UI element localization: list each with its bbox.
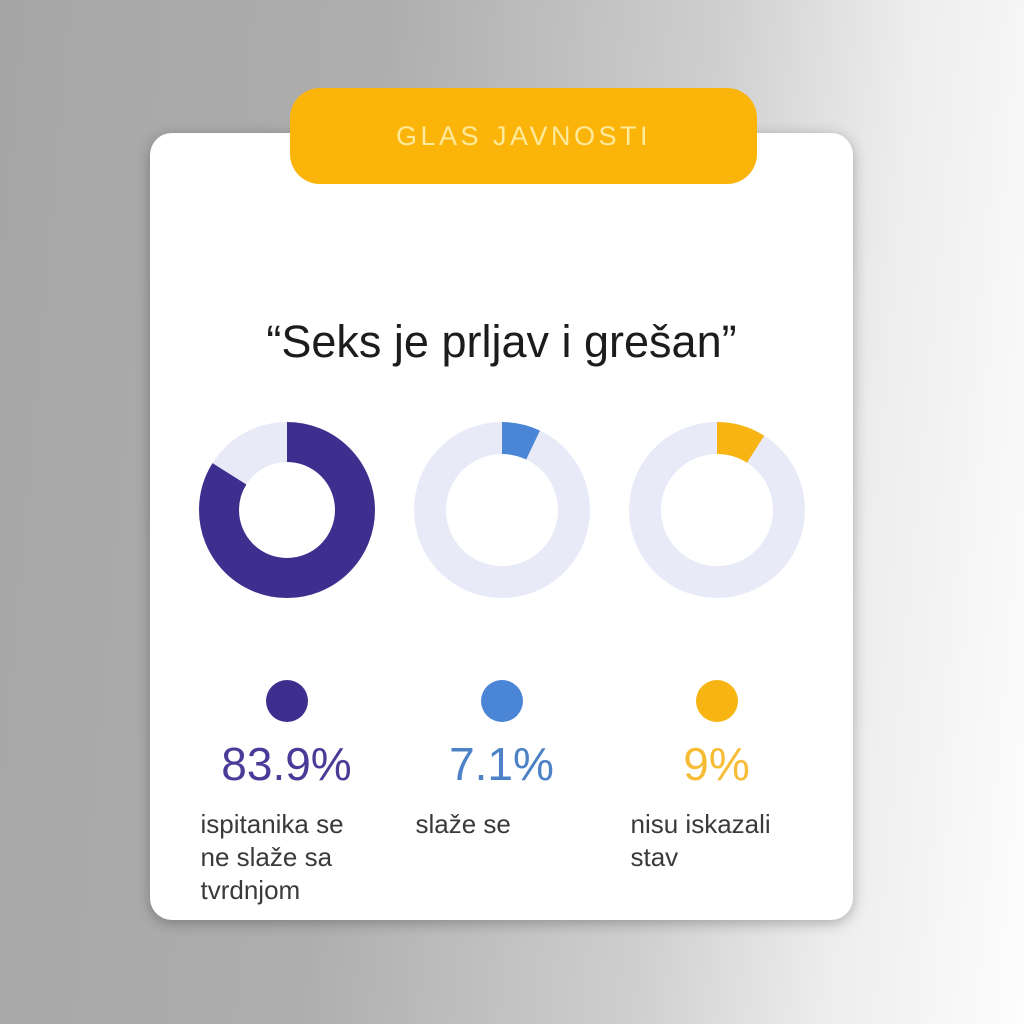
legend-value-agree: 7.1% xyxy=(449,738,554,790)
legend-value-disagree: 83.9% xyxy=(221,738,352,790)
legend-item-disagree: 83.9% ispitanika se ne slaže sa tvrdnjom xyxy=(179,680,394,907)
donut-no-answer xyxy=(609,422,824,598)
legend-item-no-answer: 9% nisu iskazali stav xyxy=(609,680,824,907)
donut-chart-row xyxy=(150,422,853,598)
donut-ring-no-answer-icon xyxy=(628,422,805,598)
page-title: “Seks je prljav i grešan” xyxy=(266,316,737,368)
donut-agree xyxy=(394,422,609,598)
legend-dot-disagree-icon xyxy=(265,680,308,722)
infographic-card: “Seks je prljav i grešan” xyxy=(150,133,853,920)
header-badge-label: GLAS JAVNOSTI xyxy=(395,120,652,151)
legend-item-agree: 7.1% slaže se xyxy=(394,680,609,907)
legend-label-agree: slaže se xyxy=(415,808,511,839)
legend-value-no-answer: 9% xyxy=(683,738,750,790)
legend-label-disagree: ispitanika se ne slaže sa tvrdnjom xyxy=(200,808,344,905)
legend-dot-agree-icon xyxy=(480,680,523,722)
donut-ring-agree-icon xyxy=(413,422,590,598)
donut-disagree xyxy=(179,422,394,598)
legend-row: 83.9% ispitanika se ne slaže sa tvrdnjom… xyxy=(150,680,853,907)
legend-dot-no-answer-icon xyxy=(695,680,738,722)
donut-ring-disagree-icon xyxy=(198,422,375,598)
header-badge: GLAS JAVNOSTI xyxy=(290,88,757,184)
legend-label-no-answer: nisu iskazali stav xyxy=(630,808,771,872)
